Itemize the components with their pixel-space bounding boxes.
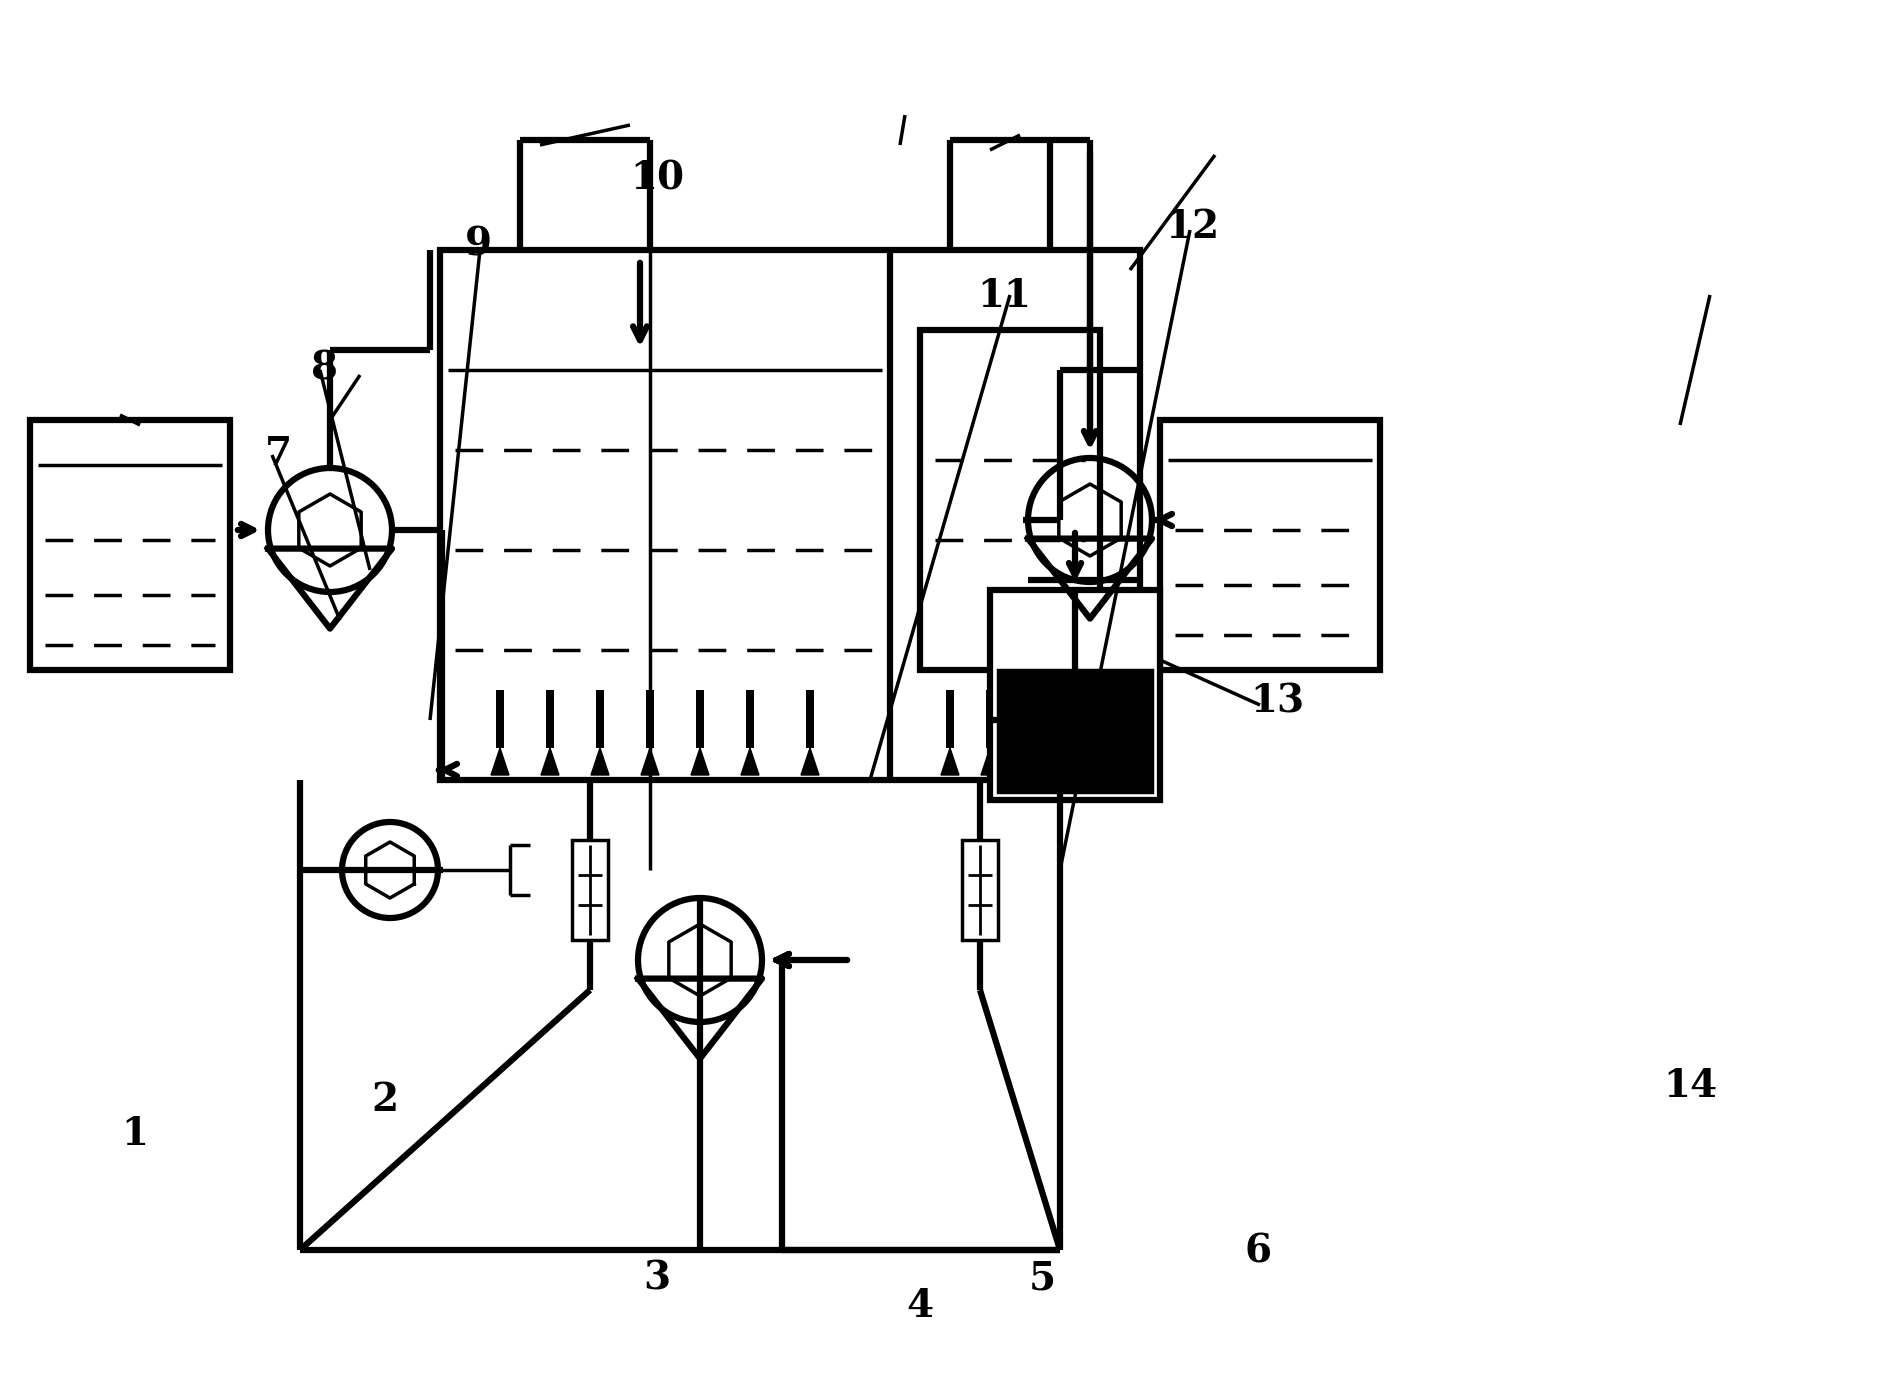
Bar [997, 670, 1151, 792]
Polygon shape [541, 748, 560, 775]
Text: 3: 3 [644, 1260, 670, 1298]
Text: 7: 7 [265, 434, 291, 473]
Text: 8: 8 [312, 349, 338, 388]
Bar [1027, 690, 1033, 748]
Bar [746, 690, 753, 748]
Polygon shape [1022, 748, 1039, 775]
Bar [806, 690, 813, 748]
Polygon shape [1101, 748, 1119, 775]
Bar [1106, 690, 1114, 748]
Bar [920, 330, 1101, 670]
Bar [990, 590, 1161, 800]
Bar [439, 250, 1140, 780]
Bar [986, 690, 993, 748]
Polygon shape [490, 748, 509, 775]
Bar [1161, 419, 1380, 670]
Bar [1067, 690, 1074, 748]
Text: 13: 13 [1251, 682, 1303, 720]
Text: 1: 1 [122, 1115, 148, 1154]
Polygon shape [980, 748, 999, 775]
Polygon shape [742, 748, 759, 775]
Polygon shape [1061, 748, 1080, 775]
Bar [947, 690, 954, 748]
Polygon shape [802, 748, 819, 775]
Text: 14: 14 [1664, 1067, 1716, 1106]
Bar [546, 690, 554, 748]
Text: 4: 4 [907, 1287, 933, 1325]
Bar [573, 840, 608, 941]
Polygon shape [640, 748, 659, 775]
Text: 10: 10 [631, 160, 684, 198]
Polygon shape [691, 748, 710, 775]
Bar [646, 690, 654, 748]
Polygon shape [941, 748, 960, 775]
Text: 12: 12 [1166, 208, 1219, 246]
Polygon shape [592, 748, 608, 775]
Bar [697, 690, 704, 748]
Text: 6: 6 [1245, 1232, 1271, 1270]
Bar [597, 690, 603, 748]
Text: 2: 2 [372, 1081, 398, 1119]
Text: 5: 5 [1029, 1260, 1055, 1298]
Text: 9: 9 [466, 226, 492, 264]
Bar [496, 690, 503, 748]
Bar [962, 840, 997, 941]
Text: 11: 11 [978, 276, 1031, 315]
Bar [30, 419, 229, 670]
